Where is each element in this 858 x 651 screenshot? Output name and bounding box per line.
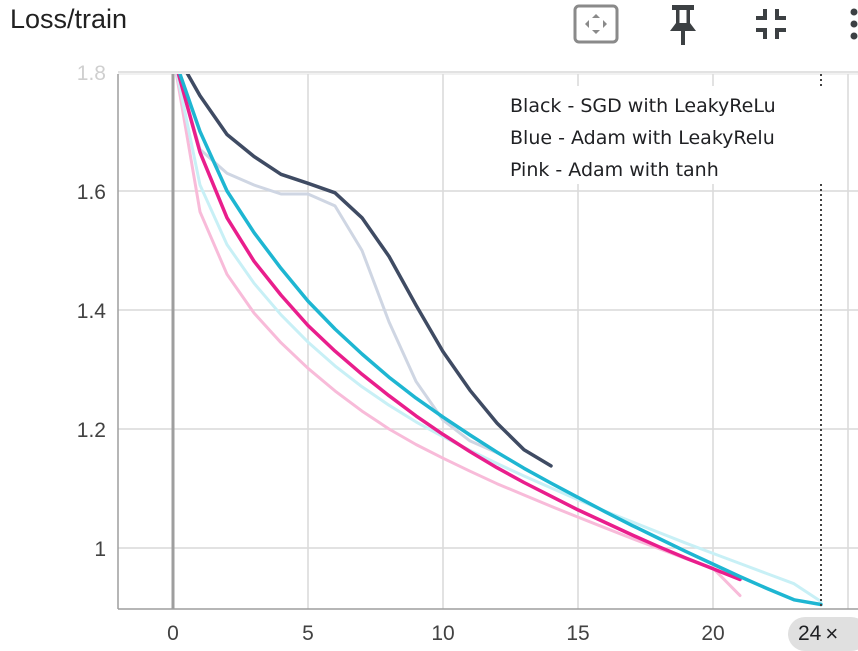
y-tick-label: 1.4 (77, 300, 107, 323)
x-tick-label: 20 (701, 622, 724, 645)
series-line-2 (175, 74, 823, 603)
collapse-icon (756, 9, 786, 39)
collapse-button[interactable] (748, 0, 794, 48)
series-line-1 (174, 74, 742, 598)
chart-annotation: Black - SGD with LeakyReLu Blue - Adam wi… (505, 86, 805, 184)
fit-domain-icon (573, 4, 619, 44)
more-options-button[interactable] (840, 0, 858, 48)
annotation-line-2: Blue - Adam with LeakyRelu (510, 127, 775, 149)
chart-axes (117, 74, 858, 610)
x-tick-label: 5 (302, 622, 314, 645)
series-line-5 (178, 74, 823, 607)
hover-step-label: 24 (798, 622, 822, 645)
chart-ticks: 0 5 10 15 20 1 1.2 1.4 1.6 1.8 (77, 62, 822, 645)
pin-button[interactable] (658, 0, 708, 48)
series-line-4 (176, 74, 742, 582)
chart-series (174, 74, 823, 607)
series-line-6 (185, 74, 553, 468)
series-line-3 (177, 74, 499, 455)
annotation-box (505, 86, 805, 184)
x-tick-label: 15 (566, 622, 589, 645)
x-tick-label: 0 (167, 622, 179, 645)
y-tick-label: 1.6 (77, 181, 106, 204)
y-tick-label: 1.8 (77, 62, 106, 85)
hover-step-badge[interactable]: 24 × (788, 617, 858, 651)
x-tick-label: 10 (431, 622, 454, 645)
close-icon[interactable]: × (825, 621, 839, 646)
pin-icon (670, 5, 696, 45)
y-tick-label: 1.2 (77, 419, 106, 442)
chart-title: Loss/train (10, 4, 128, 34)
annotation-line-1: Black - SGD with LeakyReLu (510, 95, 776, 117)
more-icon (850, 8, 858, 40)
annotation-line-3: Pink - Adam with tanh (510, 159, 719, 181)
fit-domain-button[interactable] (568, 0, 624, 48)
y-tick-label: 1 (94, 538, 106, 561)
